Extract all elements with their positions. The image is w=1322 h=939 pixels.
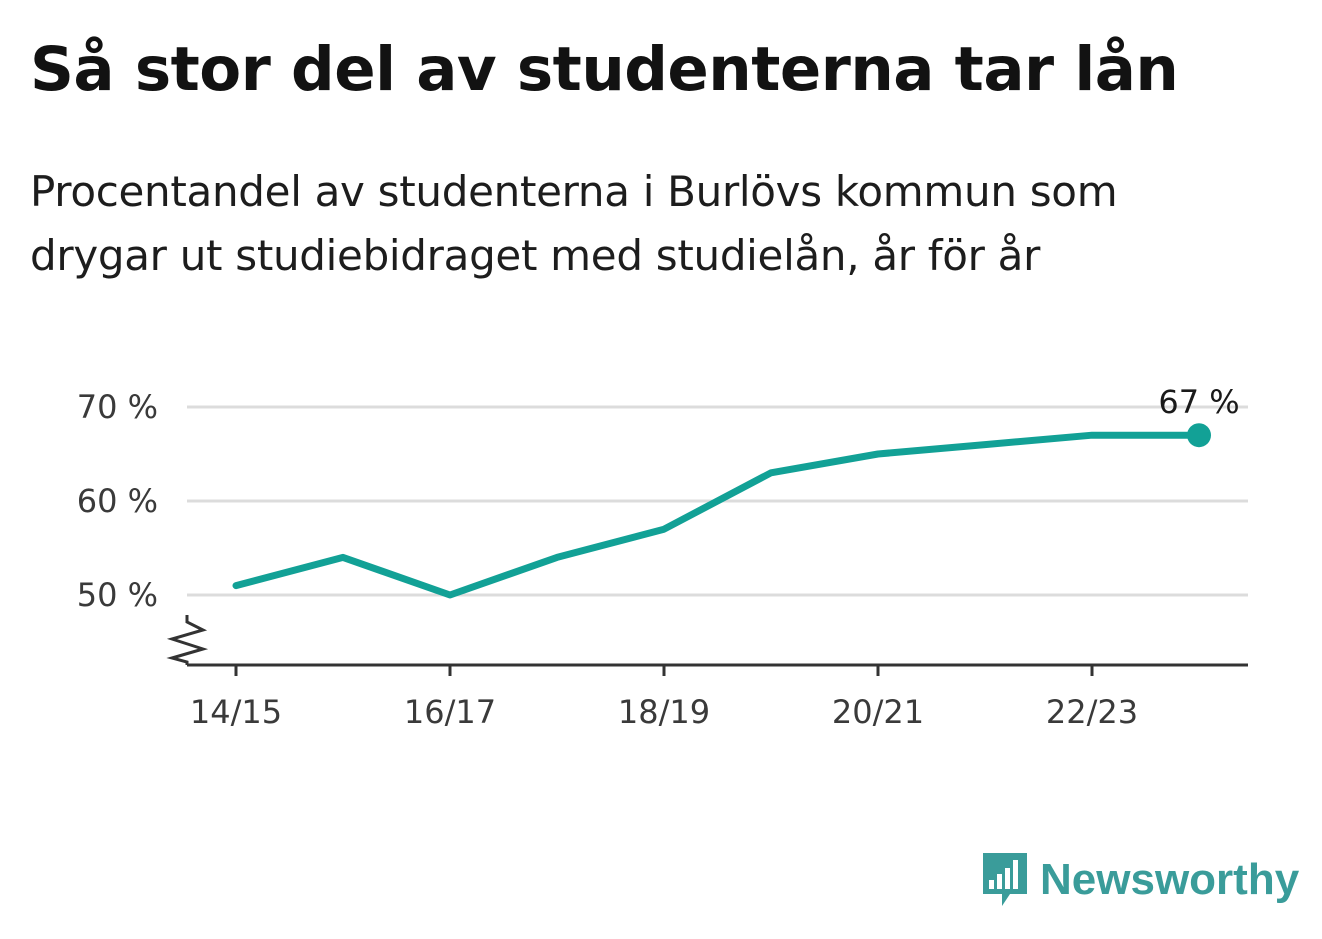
- end-value-label: 67 %: [1158, 383, 1239, 421]
- x-tick-label: 14/15: [190, 693, 282, 731]
- x-tick-label: 16/17: [404, 693, 496, 731]
- y-tick-label: 60 %: [77, 482, 158, 520]
- end-point-marker: [1187, 423, 1211, 448]
- series-line: [232, 431, 1203, 599]
- y-tick-label: 50 %: [77, 576, 158, 614]
- series: 67 %: [232, 383, 1240, 599]
- x-tick-label: 22/23: [1046, 693, 1138, 731]
- axis-break-marker: [166, 615, 209, 665]
- x-tick-label: 18/19: [618, 693, 710, 731]
- brand-logo: Newsworthy: [980, 850, 1299, 910]
- brand-name: Newsworthy: [1040, 855, 1300, 904]
- chart-subtitle: Procentandel av studenterna i Burlövs ko…: [30, 167, 1118, 280]
- y-tick-label: 70 %: [77, 388, 158, 426]
- x-tick-label: 20/21: [832, 693, 924, 731]
- y-axis-tick-labels: 50 % 60 % 70 %: [77, 388, 158, 614]
- chart-title: Så stor del av studenterna tar lån: [30, 34, 1179, 105]
- line-chart: 50 % 60 % 70 % 14/15 16/17 18/19 20/21 22/23 6…: [77, 383, 1248, 731]
- newsworthy-logo-icon: [983, 853, 1027, 906]
- x-axis: 14/15 16/17 18/19 20/21 22/23: [166, 615, 1248, 731]
